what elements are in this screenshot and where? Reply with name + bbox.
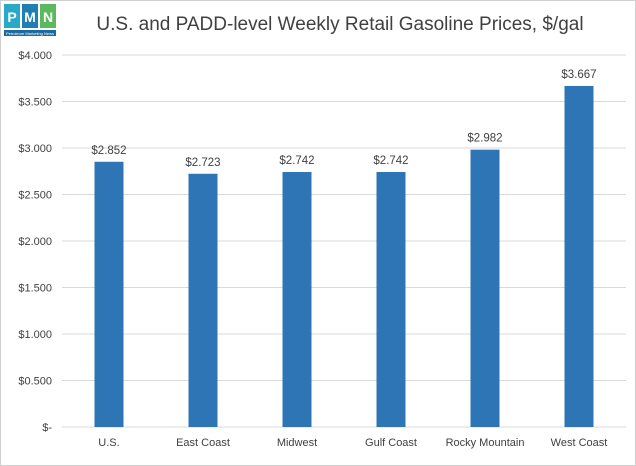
x-category-label: U.S. xyxy=(98,437,119,449)
pmn-logo-icon: P M N Petroleum Marketing News xyxy=(3,3,57,37)
y-tick-label: $3.500 xyxy=(18,97,52,109)
data-label: $3.667 xyxy=(561,69,596,81)
bar xyxy=(376,171,406,427)
x-category-label: Midwest xyxy=(277,437,317,449)
bars xyxy=(94,85,594,428)
y-tick-label: $2.500 xyxy=(18,190,52,202)
data-label: $2.852 xyxy=(91,145,126,157)
bar xyxy=(564,85,594,428)
data-label: $2.723 xyxy=(185,157,220,169)
bar xyxy=(282,171,312,427)
y-axis-ticks: $- $0.500 $1.000 $1.500 $2.000 $2.500 $3.000 $3… xyxy=(18,50,52,434)
x-category-label: Rocky Mountain xyxy=(446,437,525,449)
y-tick-label: $0.500 xyxy=(18,376,52,388)
y-tick-label: $4.000 xyxy=(18,50,52,62)
bar xyxy=(94,161,124,427)
data-labels: $2.852 $2.723 $2.742 $2.742 $2.982 $3.667 xyxy=(91,69,596,169)
x-category-label: West Coast xyxy=(551,437,608,449)
y-tick-label: $- xyxy=(42,422,52,434)
bar xyxy=(188,173,218,427)
logo-letter-p: P xyxy=(7,9,16,25)
logo-caption: Petroleum Marketing News xyxy=(6,31,54,36)
y-tick-label: $1.500 xyxy=(18,283,52,295)
chart-title: U.S. and PADD-level Weekly Retail Gasoli… xyxy=(96,14,584,35)
y-tick-label: $2.000 xyxy=(18,236,52,248)
x-axis-categories: U.S. East Coast Midwest Gulf Coast Rocky Mou… xyxy=(98,437,607,449)
y-tick-label: $1.000 xyxy=(18,329,52,341)
logo-letter-n: N xyxy=(43,9,53,25)
gridlines xyxy=(62,54,626,428)
x-category-label: Gulf Coast xyxy=(365,437,417,449)
y-tick-label: $3.000 xyxy=(18,143,52,155)
bar xyxy=(470,149,500,427)
data-label: $2.742 xyxy=(279,155,314,167)
x-category-label: East Coast xyxy=(176,437,230,449)
logo-letter-m: M xyxy=(24,9,36,25)
data-label: $2.742 xyxy=(373,155,408,167)
data-label: $2.982 xyxy=(467,133,502,145)
